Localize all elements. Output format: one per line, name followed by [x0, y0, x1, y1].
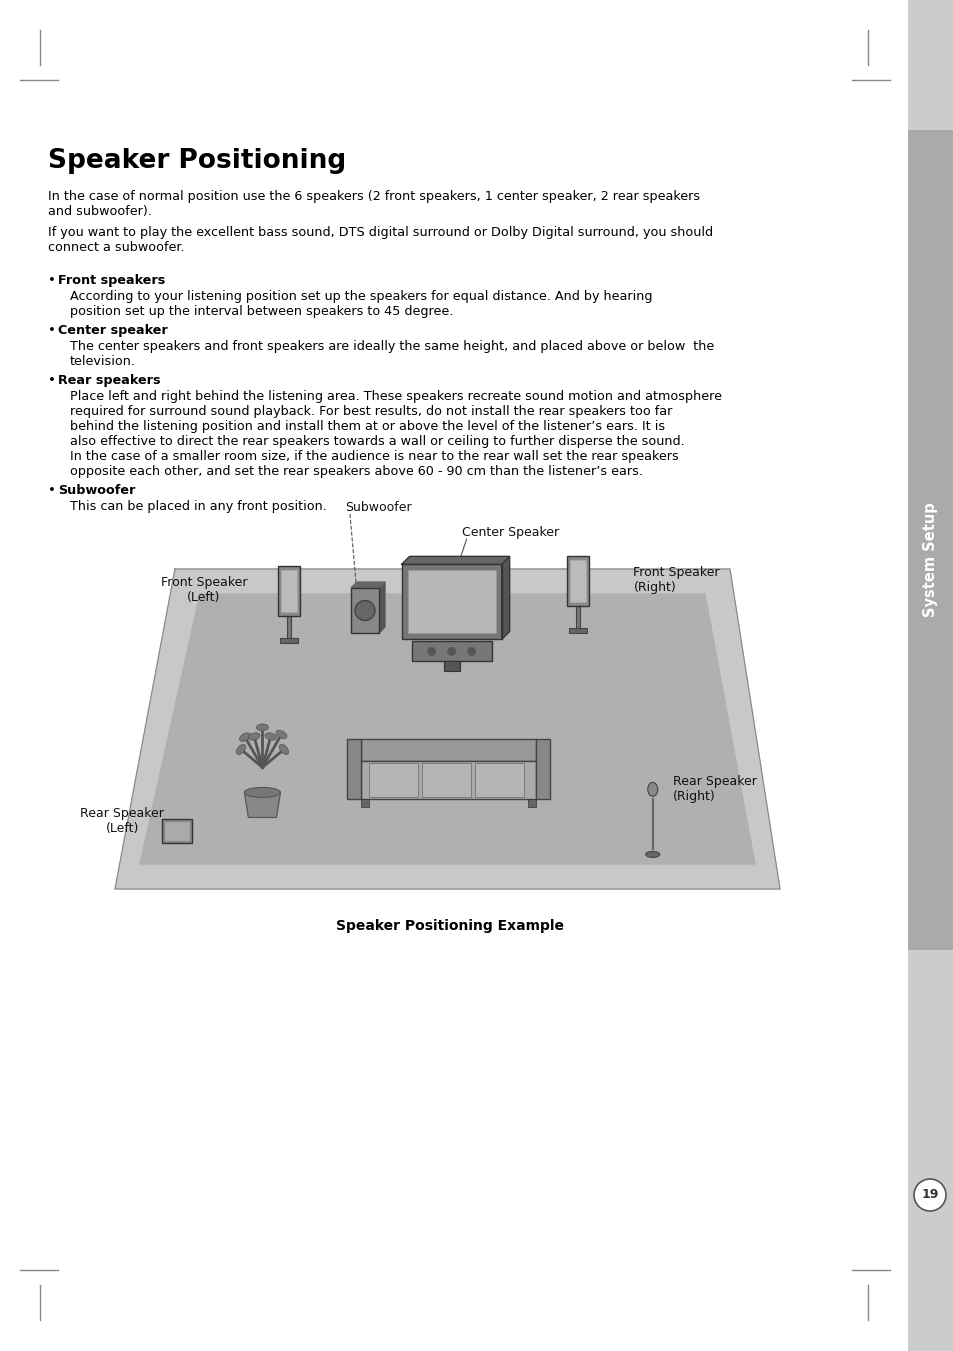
- Bar: [422, 763, 471, 797]
- Text: and subwoofer).: and subwoofer).: [48, 205, 152, 218]
- Text: •: •: [48, 484, 56, 497]
- Text: Front Speaker
(Left): Front Speaker (Left): [160, 576, 247, 604]
- Ellipse shape: [256, 724, 268, 731]
- Text: also effective to direct the rear speakers towards a wall or ceiling to further : also effective to direct the rear speake…: [70, 435, 684, 449]
- Text: Center Speaker: Center Speaker: [461, 526, 558, 539]
- Bar: [351, 588, 378, 634]
- Ellipse shape: [265, 732, 276, 740]
- Bar: [907, 0, 953, 130]
- Text: System Setup: System Setup: [923, 503, 938, 617]
- Bar: [907, 950, 953, 1351]
- Ellipse shape: [244, 788, 280, 797]
- Circle shape: [467, 647, 476, 655]
- Polygon shape: [115, 569, 780, 889]
- Polygon shape: [140, 594, 754, 865]
- Ellipse shape: [239, 732, 250, 742]
- Text: •: •: [48, 324, 56, 336]
- Bar: [570, 561, 586, 603]
- Polygon shape: [351, 582, 385, 588]
- Text: connect a subwoofer.: connect a subwoofer.: [48, 240, 185, 254]
- Bar: [361, 800, 369, 808]
- Polygon shape: [401, 557, 509, 565]
- Text: Center speaker: Center speaker: [58, 324, 168, 336]
- Bar: [576, 607, 579, 628]
- Text: 19: 19: [921, 1189, 938, 1201]
- Bar: [411, 642, 491, 662]
- Text: •: •: [48, 374, 56, 386]
- Polygon shape: [501, 557, 509, 639]
- Circle shape: [427, 647, 436, 655]
- Ellipse shape: [275, 731, 287, 739]
- Text: position set up the interval between speakers to 45 degree.: position set up the interval between spe…: [70, 305, 453, 317]
- Text: Subwoofer: Subwoofer: [58, 484, 135, 497]
- Circle shape: [913, 1179, 945, 1210]
- Text: Speaker Positioning: Speaker Positioning: [48, 149, 346, 174]
- Polygon shape: [244, 793, 280, 817]
- Text: If you want to play the excellent bass sound, DTS digital surround or Dolby Digi: If you want to play the excellent bass s…: [48, 226, 713, 239]
- Text: Subwoofer: Subwoofer: [345, 501, 411, 513]
- Text: This can be placed in any front position.: This can be placed in any front position…: [70, 500, 327, 513]
- Bar: [907, 130, 953, 950]
- Bar: [407, 570, 495, 634]
- Ellipse shape: [645, 851, 659, 858]
- Bar: [165, 823, 190, 840]
- Bar: [361, 762, 536, 800]
- Text: Rear Speaker
(Left): Rear Speaker (Left): [80, 808, 164, 835]
- Bar: [569, 628, 587, 634]
- Bar: [162, 820, 193, 843]
- Text: According to your listening position set up the speakers for equal distance. And: According to your listening position set…: [70, 290, 652, 303]
- Text: opposite each other, and set the rear speakers above 60 - 90 cm than the listene: opposite each other, and set the rear sp…: [70, 465, 642, 478]
- Bar: [279, 638, 297, 643]
- Bar: [287, 616, 291, 638]
- Ellipse shape: [236, 744, 246, 754]
- Text: The center speakers and front speakers are ideally the same height, and placed a: The center speakers and front speakers a…: [70, 340, 714, 353]
- Circle shape: [355, 600, 375, 620]
- Bar: [401, 565, 501, 639]
- Text: •: •: [48, 274, 56, 286]
- Bar: [280, 570, 296, 612]
- Text: Place left and right behind the listening area. These speakers recreate sound mo: Place left and right behind the listenin…: [70, 390, 721, 403]
- Text: required for surround sound playback. For best results, do not install the rear : required for surround sound playback. Fo…: [70, 405, 672, 417]
- Text: behind the listening position and install them at or above the level of the list: behind the listening position and instal…: [70, 420, 664, 434]
- Text: Rear speakers: Rear speakers: [58, 374, 160, 386]
- Bar: [443, 662, 459, 671]
- Text: Rear Speaker
(Right): Rear Speaker (Right): [672, 775, 756, 804]
- Bar: [277, 566, 299, 616]
- Bar: [567, 557, 589, 607]
- Text: Front speakers: Front speakers: [58, 274, 165, 286]
- Bar: [536, 739, 550, 800]
- Text: television.: television.: [70, 355, 136, 367]
- Bar: [361, 739, 536, 762]
- Bar: [528, 800, 536, 808]
- Text: In the case of a smaller room size, if the audience is near to the rear wall set: In the case of a smaller room size, if t…: [70, 450, 678, 463]
- Text: Speaker Positioning Example: Speaker Positioning Example: [335, 919, 563, 934]
- Ellipse shape: [647, 782, 657, 796]
- Bar: [369, 763, 418, 797]
- Polygon shape: [378, 582, 385, 634]
- Ellipse shape: [279, 744, 289, 754]
- Bar: [475, 763, 524, 797]
- Text: Front Speaker
(Right): Front Speaker (Right): [633, 566, 720, 594]
- Circle shape: [447, 647, 456, 655]
- Text: In the case of normal position use the 6 speakers (2 front speakers, 1 center sp: In the case of normal position use the 6…: [48, 190, 700, 203]
- Ellipse shape: [248, 732, 260, 740]
- Bar: [347, 739, 361, 800]
